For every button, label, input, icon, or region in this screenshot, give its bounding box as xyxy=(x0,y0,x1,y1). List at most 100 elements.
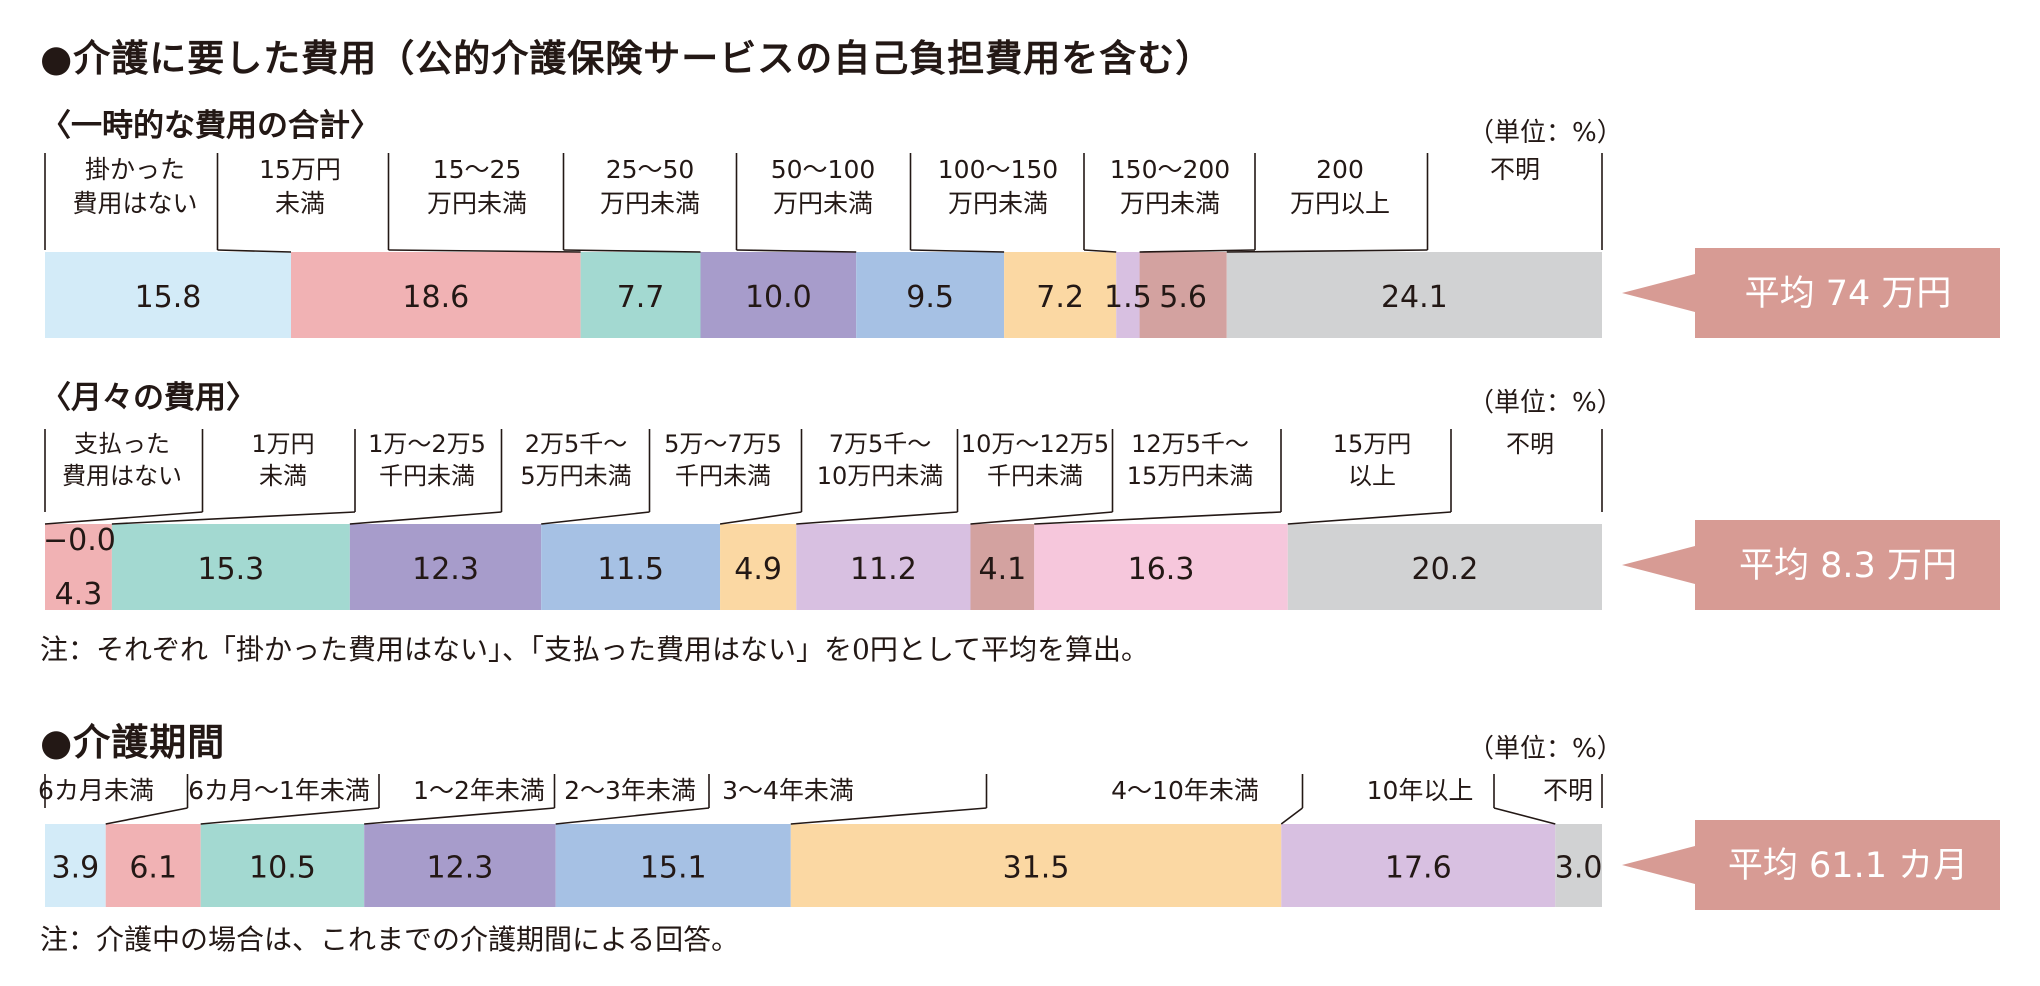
category-label: 15万円未満 xyxy=(1127,462,1254,490)
category-label: 掛かった xyxy=(85,155,185,184)
bar-value-label: 17.6 xyxy=(1385,851,1452,886)
category-label: 不明 xyxy=(1490,155,1540,184)
category-label: 千円未満 xyxy=(675,462,771,490)
leader-line xyxy=(563,249,701,253)
category-label: 費用はない xyxy=(72,189,197,218)
bar-value-label: 12.3 xyxy=(412,552,479,587)
leader-line xyxy=(1280,807,1303,825)
leader-line xyxy=(790,807,987,825)
bar-segment xyxy=(700,252,857,338)
bar-segment xyxy=(1287,524,1602,610)
bar-segment xyxy=(45,824,106,907)
section2-title: ●介護期間 xyxy=(40,721,226,764)
bar-segment xyxy=(200,824,365,907)
bar-value-label: 15.8 xyxy=(135,280,202,315)
category-label: 15～25 xyxy=(433,155,522,184)
bar-segment xyxy=(1034,524,1288,610)
bar-segment xyxy=(1281,824,1556,907)
category-label: 不明 xyxy=(1543,776,1593,805)
bar-segment xyxy=(790,824,1282,907)
bar-segment xyxy=(45,252,292,338)
leader-line xyxy=(44,511,203,525)
category-label: 25～50 xyxy=(606,155,695,184)
category-label: 万円未満 xyxy=(427,189,527,218)
category-label: 100～150 xyxy=(938,155,1058,184)
average-label: 平均 74 万円 xyxy=(1745,274,1952,314)
leader-line xyxy=(1083,249,1117,253)
category-label: 5万円未満 xyxy=(520,462,631,490)
bar-segment xyxy=(1555,824,1602,907)
leader-line xyxy=(1034,511,1282,525)
bar-segment xyxy=(555,824,791,907)
bar-segment xyxy=(1139,252,1227,338)
category-label: 5万～7万5 xyxy=(664,430,782,458)
category-label: 1～2年未満 xyxy=(413,776,545,805)
bar-value-label: 3.9 xyxy=(52,851,100,886)
bar-value-label: 10.0 xyxy=(745,280,812,315)
leader-line xyxy=(541,511,650,525)
category-label: 万円未満 xyxy=(773,189,873,218)
category-label: 200 xyxy=(1316,155,1364,184)
bar-value-label: 7.7 xyxy=(617,280,665,315)
category-label: 費用はない xyxy=(62,462,182,490)
category-label: 10年以上 xyxy=(1367,776,1474,805)
category-label: 万円未満 xyxy=(1120,189,1220,218)
leader-line xyxy=(388,249,581,253)
category-label: 7万5千～ xyxy=(829,430,932,458)
bar-value-label: 16.3 xyxy=(1128,552,1195,587)
category-label: 万円以上 xyxy=(1290,189,1390,218)
category-label: 万円未満 xyxy=(948,189,1048,218)
monthly-subtitle: 〈月々の費用〉 xyxy=(40,380,257,416)
leader-line xyxy=(349,511,502,525)
bar-segment xyxy=(856,252,1005,338)
leader-line xyxy=(1226,249,1428,253)
category-label: 15万円 xyxy=(1333,430,1412,458)
bar-segment xyxy=(111,524,350,610)
bar-value-label: 3.0 xyxy=(1555,851,1603,886)
category-label: 50～100 xyxy=(771,155,876,184)
bar-value-label: 15.3 xyxy=(197,552,264,587)
bar-value-label: 20.2 xyxy=(1412,552,1479,587)
bar-value-label: 31.5 xyxy=(1003,851,1070,886)
bar-value-label: −0.0 xyxy=(43,523,116,558)
category-label: 未満 xyxy=(259,462,307,490)
bar-segment xyxy=(1116,252,1140,338)
bar-value-label: 12.3 xyxy=(427,851,494,886)
category-label: 1万円 xyxy=(251,430,314,458)
leader-line xyxy=(1493,807,1556,825)
category-label: 1万～2万5 xyxy=(368,430,486,458)
bar-segment xyxy=(720,524,797,610)
bar-segment xyxy=(970,524,1035,610)
category-label: 12万5千～ xyxy=(1131,430,1249,458)
bar-segment xyxy=(541,524,721,610)
leader-line xyxy=(200,807,380,825)
leader-line xyxy=(555,807,710,825)
leader-line xyxy=(1287,511,1452,525)
leader-line xyxy=(111,511,356,525)
category-label: 10万円未満 xyxy=(817,462,944,490)
duration-unit: （単位：%） xyxy=(1468,734,1623,764)
leader-line xyxy=(796,511,958,525)
average-callout xyxy=(1622,520,2000,610)
bar-value-label: 15.1 xyxy=(640,851,707,886)
leader-line xyxy=(217,249,292,253)
category-label: 15万円 xyxy=(259,155,341,184)
category-label: 2～3年未満 xyxy=(564,776,696,805)
leader-line xyxy=(970,511,1113,525)
bar-value-label: 5.6 xyxy=(1159,280,1207,315)
category-label: 以上 xyxy=(1348,462,1396,490)
bar-value-label: 1.5 xyxy=(1104,280,1152,315)
cost-note: 注：それぞれ「掛かった費用はない」、「支払った費用はない」を0円として平均を算出… xyxy=(40,633,1149,666)
bar-segment xyxy=(796,524,971,610)
bar-value-label: 4.1 xyxy=(979,552,1027,587)
category-label: 未満 xyxy=(275,189,325,218)
average-label: 平均 8.3 万円 xyxy=(1739,546,1957,586)
category-label: 千円未満 xyxy=(987,462,1083,490)
bar-value-label: 11.2 xyxy=(850,552,917,587)
bar-value-label: 4.9 xyxy=(734,552,782,587)
bar-segment xyxy=(45,524,112,610)
bar-value-label: 6.1 xyxy=(129,851,177,886)
bar-segment xyxy=(580,252,701,338)
leader-line xyxy=(1139,249,1256,253)
monthly-unit: （単位：%） xyxy=(1468,388,1623,418)
